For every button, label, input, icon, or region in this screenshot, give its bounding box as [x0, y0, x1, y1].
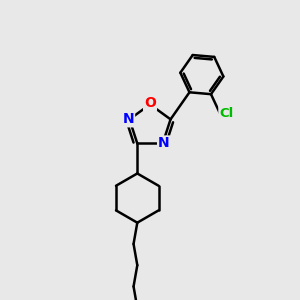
- Text: N: N: [158, 136, 170, 151]
- Text: N: N: [122, 112, 134, 126]
- Text: Cl: Cl: [219, 107, 234, 120]
- Text: O: O: [144, 96, 156, 110]
